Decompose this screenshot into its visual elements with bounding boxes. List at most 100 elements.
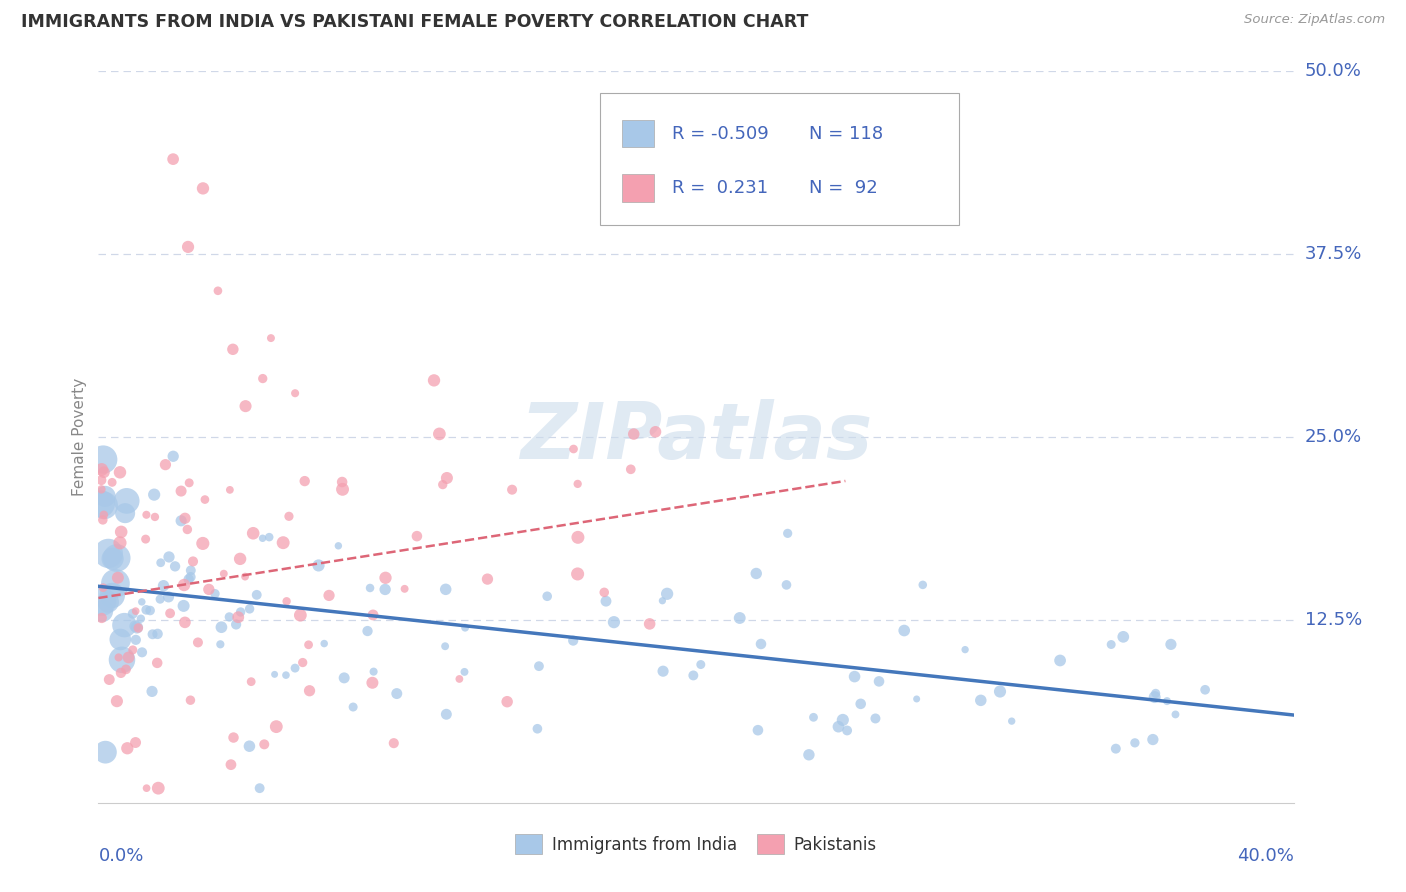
Point [127, 621, 149, 635]
Text: 50.0%: 50.0% [1305, 62, 1361, 80]
Point [209, 637, 232, 651]
Point [297, 638, 319, 652]
Point [198, 582, 221, 597]
Point [434, 707, 457, 722]
Point [135, 603, 157, 617]
Point [91, 581, 114, 595]
Point [104, 576, 127, 591]
Point [135, 532, 157, 546]
Point [249, 781, 271, 796]
Point [90, 462, 112, 476]
Point [143, 488, 166, 502]
Point [953, 642, 976, 657]
Point [970, 693, 993, 707]
Point [162, 152, 184, 166]
Point [194, 492, 217, 507]
Point [233, 569, 256, 583]
Text: 25.0%: 25.0% [1305, 428, 1362, 446]
Point [225, 617, 247, 632]
Point [1143, 690, 1166, 705]
Point [595, 594, 617, 608]
Point [110, 524, 132, 539]
Point [291, 656, 314, 670]
Point [1164, 707, 1187, 722]
Point [115, 662, 138, 676]
Point [449, 672, 471, 686]
Point [314, 636, 336, 650]
Point [593, 585, 616, 599]
Point [328, 539, 350, 553]
Point [290, 608, 312, 623]
Point [121, 607, 143, 621]
Text: N = 118: N = 118 [808, 125, 883, 143]
Point [105, 551, 128, 566]
Point [157, 549, 180, 564]
Point [177, 240, 200, 254]
Point [229, 605, 252, 619]
Point [263, 667, 285, 681]
Point [135, 781, 157, 796]
Point [90, 611, 112, 625]
Point [229, 552, 252, 566]
Point [94, 490, 117, 504]
Point [394, 582, 416, 596]
Point [454, 621, 477, 635]
Point [131, 645, 153, 659]
Text: N =  92: N = 92 [808, 179, 877, 197]
Point [218, 610, 240, 624]
Point [90, 473, 112, 487]
Point [359, 581, 381, 595]
Point [139, 603, 162, 617]
Point [271, 535, 294, 549]
Point [97, 595, 120, 609]
Point [143, 510, 166, 524]
Point [274, 668, 297, 682]
Point [526, 722, 548, 736]
Point [988, 684, 1011, 698]
Point [174, 615, 197, 630]
Point [284, 386, 307, 401]
Point [276, 594, 298, 608]
Point [212, 566, 235, 581]
Text: 40.0%: 40.0% [1237, 847, 1294, 864]
Point [308, 558, 330, 573]
Point [682, 668, 704, 682]
Point [689, 657, 711, 672]
Text: 37.5%: 37.5% [1305, 245, 1362, 263]
Point [204, 587, 226, 601]
Point [149, 592, 172, 607]
Point [797, 747, 820, 762]
Text: R = -0.509: R = -0.509 [672, 125, 768, 143]
Point [242, 526, 264, 541]
Point [434, 639, 457, 653]
Point [90, 497, 112, 511]
Point [1160, 637, 1182, 651]
Point [827, 720, 849, 734]
Point [112, 618, 135, 632]
Point [191, 536, 214, 550]
FancyBboxPatch shape [600, 94, 959, 225]
Point [1049, 653, 1071, 667]
FancyBboxPatch shape [621, 120, 654, 147]
Point [191, 181, 214, 195]
Point [117, 741, 139, 756]
Point [110, 632, 132, 647]
Point [332, 483, 354, 497]
Point [745, 566, 768, 581]
Point [911, 578, 934, 592]
Point [318, 589, 340, 603]
Point [361, 675, 384, 690]
Point [219, 757, 242, 772]
Point [1099, 638, 1122, 652]
Point [1112, 630, 1135, 644]
Point [149, 556, 172, 570]
Point [90, 483, 112, 497]
Point [423, 373, 446, 387]
Point [239, 602, 262, 616]
Point [623, 427, 645, 442]
Point [865, 711, 887, 725]
Point [278, 509, 301, 524]
Text: 0.0%: 0.0% [98, 847, 143, 864]
Point [141, 684, 163, 698]
Point [108, 536, 131, 550]
